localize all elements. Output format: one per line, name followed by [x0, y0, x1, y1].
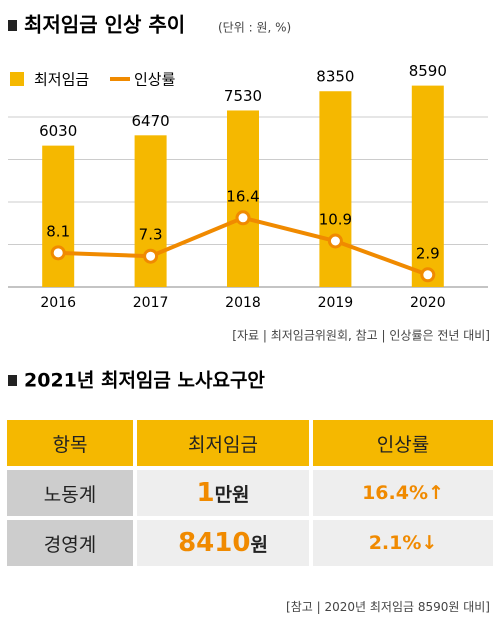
table-bullet — [8, 375, 17, 386]
table: 항목 최저임금 인상률 노동계 1만원 16.4%↑ 경영계 8410원 2.1… — [3, 416, 497, 570]
row: 경영계 8410원 2.1%↓ — [7, 520, 493, 566]
unit-note: (단위 : 원, %) — [218, 21, 291, 35]
header-cell: 최저임금 — [137, 420, 309, 466]
point — [420, 267, 436, 283]
point — [50, 245, 66, 261]
bar — [319, 91, 352, 287]
bar — [134, 135, 167, 287]
bar-label: 8350 — [316, 68, 354, 86]
header-cell: 항목 — [7, 420, 133, 466]
point-label: 2.9 — [416, 244, 440, 262]
table-title: 2021년 최저임금 노사요구안 — [24, 370, 265, 392]
rate-cell: 2.1%↓ — [313, 520, 493, 566]
bar — [227, 110, 259, 287]
bar-label: 6030 — [39, 122, 77, 140]
wage-cell: 1만원 — [137, 470, 309, 516]
x-tick-label: 2018 — [225, 295, 261, 311]
header-row: 항목 최저임금 인상률 — [7, 420, 493, 466]
point-label: 8.1 — [46, 222, 70, 240]
source: [자료 | 최저임금위원회, 참고 | 인상률은 전년 대비] — [232, 329, 490, 343]
point-label: 10.9 — [319, 211, 352, 229]
bar — [411, 85, 444, 288]
point-label: 16.4 — [226, 187, 259, 205]
wage-unit: 만원 — [214, 484, 250, 506]
point-label: 7.3 — [139, 226, 163, 244]
row-label: 노동계 — [7, 470, 133, 516]
row-label: 경영계 — [7, 520, 133, 566]
point — [235, 210, 251, 226]
x-tick-label: 2019 — [318, 295, 354, 311]
wage-unit: 원 — [250, 534, 268, 556]
bar-label: 6470 — [132, 112, 170, 130]
bar-label: 7530 — [224, 87, 262, 105]
x-tick-label: 2017 — [133, 295, 169, 311]
row: 노동계 1만원 16.4%↑ — [7, 470, 493, 516]
title-bullet — [8, 20, 17, 31]
header-cell: 인상률 — [313, 420, 493, 466]
legend-swatch — [10, 72, 24, 86]
point — [327, 233, 343, 249]
point — [143, 248, 159, 264]
x-tick-label: 2016 — [40, 295, 76, 311]
wage: 8410 — [178, 528, 251, 558]
legend-label: 최저임금 — [34, 71, 89, 89]
chart: 최저임금 인상 추이 (단위 : 원, %) [자료 | 최저임금위원회, 참고… — [8, 13, 490, 392]
wage-cell: 8410원 — [137, 520, 309, 566]
legend-label: 인상률 — [134, 71, 176, 89]
bar-label: 8590 — [409, 62, 447, 80]
wage: 1 — [196, 478, 215, 508]
bar — [42, 145, 75, 287]
chart-title: 최저임금 인상 추이 — [24, 13, 185, 37]
rate-cell: 16.4%↑ — [313, 470, 493, 516]
table-note: [참고 | 2020년 최저임금 8590원 대비] — [286, 600, 490, 614]
x-tick-label: 2020 — [410, 295, 446, 311]
